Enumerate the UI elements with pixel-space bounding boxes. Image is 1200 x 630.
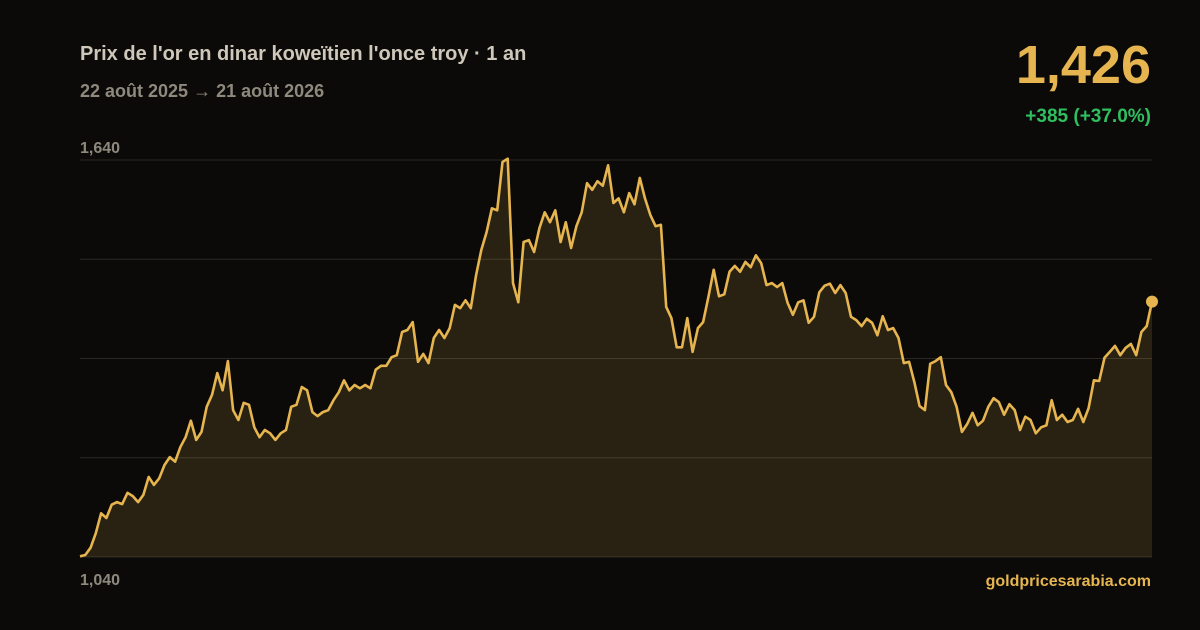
source: goldpricesarabia.com: [986, 573, 1151, 590]
price-change: +385 (+37.0%): [1025, 106, 1151, 127]
end-dot: [1146, 295, 1158, 308]
y-tick-label: 1,040: [80, 572, 120, 589]
line: [79, 157, 1154, 558]
current-price: 1,426: [1016, 35, 1151, 95]
area: [80, 158, 1152, 557]
chart-title: Prix de l'or en dinar koweïtien l'once t…: [80, 43, 526, 65]
chart-subtitle: 22 août 2025 → 21 août 2026: [80, 81, 324, 101]
y-tick-label: 1,640: [80, 140, 120, 157]
